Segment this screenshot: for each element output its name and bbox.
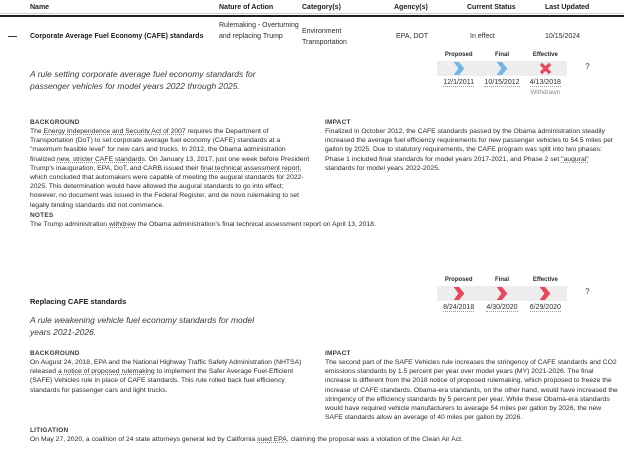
cell-agencies: EPA, DOT [396,33,429,40]
col-header-nature: Nature of Action [219,4,274,11]
cell-last-updated: 10/15/2024 [545,33,581,40]
chevron-blue-icon [437,62,480,75]
body-text: The Trump administration [30,221,109,228]
timeline-date-text[interactable]: 4/30/2020 [486,304,518,312]
timeline-step-label: Final [494,52,509,58]
timeline-step-date: 12/1/2011 [437,79,480,87]
timeline-date-text[interactable]: 8/24/2018 [443,304,475,312]
timeline-step-proposed: Proposed 12/1/2011 [437,52,480,98]
chevron-red-icon [480,287,523,300]
section-label-notes: NOTES [30,212,54,219]
chevron-red-icon [524,287,567,300]
timeline-step-label: Proposed [444,277,473,283]
section-label-background: BACKGROUND [30,350,80,357]
help-icon[interactable]: ? [585,62,590,71]
header-divider [0,15,624,17]
timeline-step-effective: Effective 4/13/2018 Withdrawn [524,52,567,98]
col-header-category: Category(s) [302,4,341,11]
body-text: On August 24, 2018, EPA and the National… [30,359,302,376]
cell-category-1: Environment [302,28,342,35]
withdrawn-x-icon [524,62,567,75]
timeline-step-effective: Effective 6/29/2020 [524,277,567,323]
rule-description-entry2: A rule weakening vehicle fuel economy st… [30,315,255,337]
col-header-current-status: Current Status [467,4,516,11]
body-text: the Obama administration's final technic… [135,221,376,228]
timeline-step-date: 10/15/2012 [480,79,523,87]
inline-link[interactable]: a notice of proposed rulemaking [57,368,155,376]
timeline-date-text[interactable]: 12/1/2011 [443,79,474,87]
section-body-background: On August 24, 2018, EPA and the National… [30,358,311,395]
timeline-step-label: Final [494,277,509,283]
timeline-entry2: Proposed 8/24/2018 Final 4/30/2020 Effec… [437,277,567,323]
cell-current-status: In effect [470,33,495,40]
body-text: . On January 13, 2017, just one week bef… [30,155,310,172]
help-icon[interactable]: ? [585,287,590,296]
col-header-agency: Agency(s) [394,4,428,11]
chevron-red-icon [437,287,480,300]
section-label-background: BACKGROUND [30,119,80,126]
inline-link[interactable]: withdrew [108,221,136,228]
rule-name-entry2[interactable]: Replacing CAFE standards [30,297,127,306]
section-label-impact: IMPACT [325,350,351,357]
timeline-step-date: 4/13/2018 [524,79,567,87]
body-text: The second part of the SAFE Vehicles rul… [325,359,618,422]
timeline-date-text[interactable]: 4/13/2018 [529,79,561,87]
body-text: On May 27, 2020, a coalition of 24 state… [30,436,258,443]
section-body-background: The Energy Independence and Security Act… [30,127,311,210]
timeline-step-final: Final 4/30/2020 [480,277,523,323]
rule-description-entry1: A rule setting corporate average fuel ec… [30,69,256,91]
body-text: , which concluded that automakers were c… [30,164,304,209]
timeline-step-proposed: Proposed 8/24/2018 [437,277,480,323]
cell-category-2: Transportation [302,39,347,46]
chevron-blue-icon [480,62,523,75]
timeline-date-text[interactable]: 10/15/2012 [484,79,520,87]
section-label-impact: IMPACT [325,119,351,126]
timeline-entry1: Proposed 12/1/2011 Final 10/15/2012 Effe… [437,52,567,98]
body-text: standards for model years 2022-2025. [325,164,440,172]
body-text: requires the Department of Transportatio… [30,128,286,163]
inline-link[interactable]: Energy Independence and Security Act of … [43,128,186,135]
timeline-withdrawn-note: Withdrawn [530,89,561,96]
cell-nature-of-action: Rulemaking - Overturning and replacing T… [219,22,299,40]
timeline-step-final: Final 10/15/2012 [480,52,523,98]
timeline-step-label: Effective [532,52,558,58]
timeline-step-label: Effective [532,277,558,283]
timeline-date-text[interactable]: 6/29/2020 [529,304,561,312]
timeline-step-date: 4/30/2020 [480,304,523,312]
section-body-impact: The second part of the SAFE Vehicles rul… [325,358,618,422]
timeline-step-label: Proposed [444,52,473,58]
timeline-step-date: 6/29/2020 [524,304,567,312]
inline-link[interactable]: "augural" [561,155,589,163]
inline-link[interactable]: final technical assessment report [200,164,300,172]
section-body-litigation: On May 27, 2020, a coalition of 24 state… [30,435,590,444]
section-body-impact: Finalized in October 2012, the CAFE stan… [325,127,618,173]
body-text: to implement the Safer Average Fuel-Effi… [30,368,294,394]
col-header-last-updated: Last Updated [545,4,590,11]
section-body-notes: The Trump administration withdrew the Ob… [30,220,590,229]
body-text: The [30,128,44,135]
collapse-toggle-icon[interactable]: — [8,31,17,41]
col-header-name: Name [30,4,50,11]
body-text: Finalized in October 2012, the CAFE stan… [325,128,614,163]
section-label-litigation: LITIGATION [30,427,69,434]
header-divider-light [0,13,624,14]
inline-link[interactable]: sued EPA [257,436,287,443]
inline-link[interactable]: new, stricter CAFE standards [56,155,145,163]
rule-name-entry1[interactable]: Corporate Average Fuel Economy (CAFE) st… [30,33,204,40]
timeline-step-date: 8/24/2018 [437,304,480,312]
body-text: , claiming the proposal was a violation … [286,436,463,443]
